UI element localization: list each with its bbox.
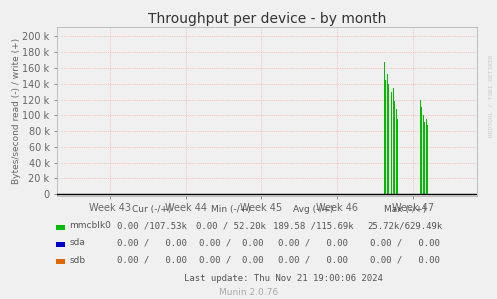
Text: 0.00 / 52.20k: 0.00 / 52.20k — [196, 221, 266, 230]
Bar — [426, 119, 427, 194]
Bar — [388, 84, 389, 194]
Text: sda: sda — [70, 238, 85, 247]
Text: 0.00 /  0.00: 0.00 / 0.00 — [199, 256, 263, 265]
Bar — [387, 74, 388, 194]
Y-axis label: Bytes/second read (-) / write (+): Bytes/second read (-) / write (+) — [12, 38, 21, 184]
Text: Max (-/+): Max (-/+) — [384, 205, 426, 214]
Bar — [396, 109, 397, 194]
Text: sdb: sdb — [70, 256, 85, 265]
Text: 0.00 /   0.00: 0.00 / 0.00 — [370, 238, 440, 247]
Bar — [393, 88, 394, 194]
Text: Munin 2.0.76: Munin 2.0.76 — [219, 288, 278, 297]
Text: RRDTOOL / TOBI OETIKER: RRDTOOL / TOBI OETIKER — [489, 54, 494, 137]
Bar — [394, 101, 395, 194]
Text: mmcblk0: mmcblk0 — [70, 221, 111, 230]
Text: 0.00 /   0.00: 0.00 / 0.00 — [370, 256, 440, 265]
Text: Min (-/+): Min (-/+) — [211, 205, 251, 214]
Text: 25.72k/629.49k: 25.72k/629.49k — [367, 221, 443, 230]
Text: 0.00 /  0.00: 0.00 / 0.00 — [199, 238, 263, 247]
Text: Cur (-/+): Cur (-/+) — [132, 205, 171, 214]
Bar — [420, 100, 421, 194]
Text: Avg (-/+): Avg (-/+) — [293, 205, 333, 214]
Bar — [421, 107, 422, 194]
Text: Last update: Thu Nov 21 19:00:06 2024: Last update: Thu Nov 21 19:00:06 2024 — [184, 274, 383, 283]
Bar — [397, 119, 398, 194]
Text: 189.58 /115.69k: 189.58 /115.69k — [273, 221, 353, 230]
Bar — [427, 125, 428, 194]
Text: 0.00 /107.53k: 0.00 /107.53k — [117, 221, 186, 230]
Text: 0.00 /   0.00: 0.00 / 0.00 — [278, 256, 348, 265]
Text: 0.00 /   0.00: 0.00 / 0.00 — [278, 238, 348, 247]
Bar — [391, 91, 392, 194]
Text: 0.00 /   0.00: 0.00 / 0.00 — [117, 238, 186, 247]
Text: 0.00 /   0.00: 0.00 / 0.00 — [117, 256, 186, 265]
Bar — [385, 80, 386, 194]
Bar — [384, 62, 385, 194]
Bar — [423, 115, 424, 194]
Title: Throughput per device - by month: Throughput per device - by month — [148, 12, 386, 26]
Bar — [424, 122, 425, 194]
